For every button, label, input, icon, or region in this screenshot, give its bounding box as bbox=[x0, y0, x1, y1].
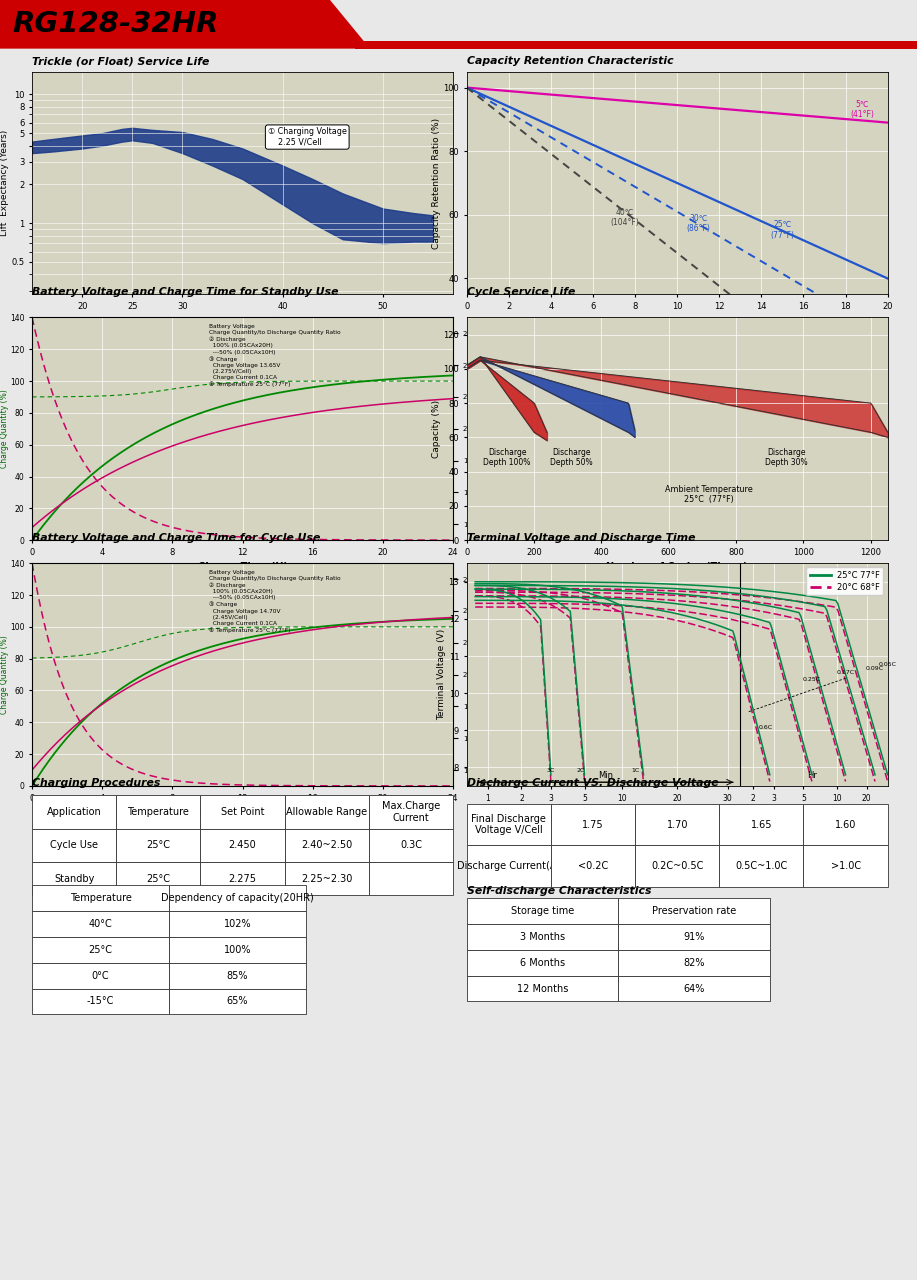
Text: 0.6C: 0.6C bbox=[758, 726, 773, 730]
Text: 0.25C: 0.25C bbox=[802, 677, 821, 682]
Text: Hr: Hr bbox=[807, 772, 817, 781]
Text: Battery Voltage and Charge Time for Cycle Use: Battery Voltage and Charge Time for Cycl… bbox=[32, 532, 320, 543]
Text: Effect of temperature on capacity: Effect of temperature on capacity bbox=[32, 886, 240, 896]
Text: Battery Voltage and Charge Time for Standby Use: Battery Voltage and Charge Time for Stan… bbox=[32, 287, 338, 297]
Text: Discharge Current VS. Discharge Voltage: Discharge Current VS. Discharge Voltage bbox=[467, 778, 718, 788]
Text: Battery Voltage
Charge Quantity/to Discharge Quantity Ratio
② Discharge
  100% (: Battery Voltage Charge Quantity/to Disch… bbox=[209, 324, 340, 387]
Text: Cycle Service Life: Cycle Service Life bbox=[467, 287, 575, 297]
Y-axis label: Battery Voltage (V)/Per Cell: Battery Voltage (V)/Per Cell bbox=[480, 628, 486, 721]
Text: ① Charging Voltage
    2.25 V/Cell: ① Charging Voltage 2.25 V/Cell bbox=[268, 128, 347, 147]
Text: Discharge
Depth 100%: Discharge Depth 100% bbox=[483, 448, 531, 467]
Text: 25℃
(77°F): 25℃ (77°F) bbox=[770, 220, 794, 239]
X-axis label: Charge Time (H): Charge Time (H) bbox=[197, 808, 288, 818]
Text: Ambient Temperature
25°C  (77°F): Ambient Temperature 25°C (77°F) bbox=[666, 485, 753, 504]
Y-axis label: Charge Quantity (%): Charge Quantity (%) bbox=[0, 635, 8, 714]
X-axis label: Temperature (°C): Temperature (°C) bbox=[195, 316, 290, 326]
Text: Trickle (or Float) Service Life: Trickle (or Float) Service Life bbox=[32, 56, 209, 67]
Polygon shape bbox=[355, 41, 917, 49]
X-axis label: Charge Time (H): Charge Time (H) bbox=[197, 562, 288, 572]
Text: Discharge
Depth 50%: Discharge Depth 50% bbox=[550, 448, 592, 467]
Y-axis label: Capacity Retention Ratio (%): Capacity Retention Ratio (%) bbox=[432, 118, 440, 248]
Text: 3C: 3C bbox=[547, 768, 555, 773]
Text: 40℃
(104°F): 40℃ (104°F) bbox=[610, 207, 639, 227]
Text: Charging Procedures: Charging Procedures bbox=[32, 778, 160, 788]
Text: Capacity Retention Characteristic: Capacity Retention Characteristic bbox=[467, 56, 673, 67]
Y-axis label: Capacity (%): Capacity (%) bbox=[432, 399, 440, 458]
Text: 2C: 2C bbox=[576, 768, 584, 773]
Text: Battery Voltage
Charge Quantity/to Discharge Quantity Ratio
② Discharge
  100% (: Battery Voltage Charge Quantity/to Disch… bbox=[209, 570, 340, 632]
Text: Discharge
Depth 30%: Discharge Depth 30% bbox=[766, 448, 808, 467]
Text: 5℃
(41°F): 5℃ (41°F) bbox=[850, 100, 874, 119]
X-axis label: Storage Period (Month): Storage Period (Month) bbox=[613, 316, 742, 326]
X-axis label: Discharge Time (Min): Discharge Time (Min) bbox=[618, 808, 736, 818]
Y-axis label: Lift  Expectancy (Years): Lift Expectancy (Years) bbox=[0, 129, 8, 237]
Polygon shape bbox=[0, 0, 370, 49]
Text: Min: Min bbox=[598, 772, 613, 781]
Y-axis label: Charge Quantity (%): Charge Quantity (%) bbox=[0, 389, 8, 468]
Text: 0.09C: 0.09C bbox=[866, 666, 884, 671]
X-axis label: Number of Cycles (Times): Number of Cycles (Times) bbox=[606, 562, 748, 572]
Text: Self-discharge Characteristics: Self-discharge Characteristics bbox=[467, 886, 651, 896]
Y-axis label: Terminal Voltage (V): Terminal Voltage (V) bbox=[436, 628, 446, 721]
Legend: 25°C 77°F, 20°C 68°F: 25°C 77°F, 20°C 68°F bbox=[806, 567, 883, 595]
Y-axis label: Battery Voltage (V)/Per Cell: Battery Voltage (V)/Per Cell bbox=[480, 383, 486, 475]
Text: Terminal Voltage and Discharge Time: Terminal Voltage and Discharge Time bbox=[467, 532, 695, 543]
Text: 1C: 1C bbox=[631, 768, 639, 773]
Text: RG128-32HR: RG128-32HR bbox=[12, 10, 218, 38]
Text: 30℃
(86°F): 30℃ (86°F) bbox=[686, 214, 710, 233]
Text: 0.05C: 0.05C bbox=[878, 662, 897, 667]
Text: 0.17C: 0.17C bbox=[836, 669, 855, 675]
